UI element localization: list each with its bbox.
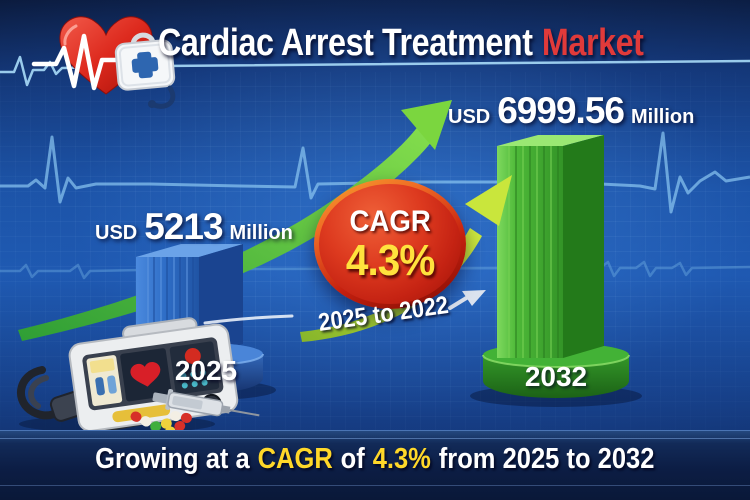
footer-banner: Growing at a CAGR of 4.3% from 2025 to 2…: [0, 430, 750, 500]
cagr-rate: 4.3%: [345, 236, 436, 285]
period-pointer: [203, 290, 486, 325]
page-title: Cardiac Arrest Treatment Market: [158, 22, 729, 65]
currency-prefix: USD: [95, 222, 138, 244]
ekg-line-mid: [0, 131, 750, 214]
heart-ekg-icon: [31, 33, 129, 91]
footer-part2: of: [340, 443, 366, 475]
title-main: Cardiac Arrest Treatment: [158, 22, 533, 64]
cagr-badge-face: CAGR 4.3%: [319, 184, 461, 304]
year-label-2025: 2025: [174, 355, 238, 386]
value-2032: 6999.56: [497, 90, 625, 131]
footer-cagr: CAGR: [257, 443, 333, 475]
pills-icon: [130, 410, 192, 437]
title-accent: Market: [541, 22, 644, 64]
currency-prefix: USD: [448, 106, 491, 128]
medkit-icon: [114, 32, 176, 91]
bar-2032: [497, 135, 604, 358]
heart-display-icon: [130, 362, 161, 387]
small-arrow-icon: [462, 290, 486, 306]
syringe-icon: [152, 389, 260, 417]
unit-label: Million: [630, 106, 695, 128]
value-2025: 5213: [144, 206, 223, 247]
value-label-2025: USD 5213 Million: [95, 206, 293, 248]
value-label-2032: USD 6999.56 Million: [448, 90, 694, 132]
footer-part3: from 2025 to 2032: [439, 443, 655, 475]
footer-rate: 4.3%: [372, 443, 432, 475]
stethoscope-icon: [151, 85, 176, 109]
footer-text: Growing at a CAGR of 4.3% from 2025 to 2…: [0, 443, 750, 476]
logo: [31, 16, 176, 109]
medical-cross-icon: [131, 51, 159, 79]
growth-arrow: [18, 100, 452, 341]
footer-part1: Growing at a: [95, 443, 250, 475]
unit-label: Million: [229, 222, 293, 244]
cagr-badge: CAGR 4.3%: [314, 179, 466, 309]
cagr-label: CAGR: [349, 205, 431, 238]
defibrillator-illustration: [17, 317, 260, 437]
year-label-2032: 2032: [524, 361, 588, 392]
